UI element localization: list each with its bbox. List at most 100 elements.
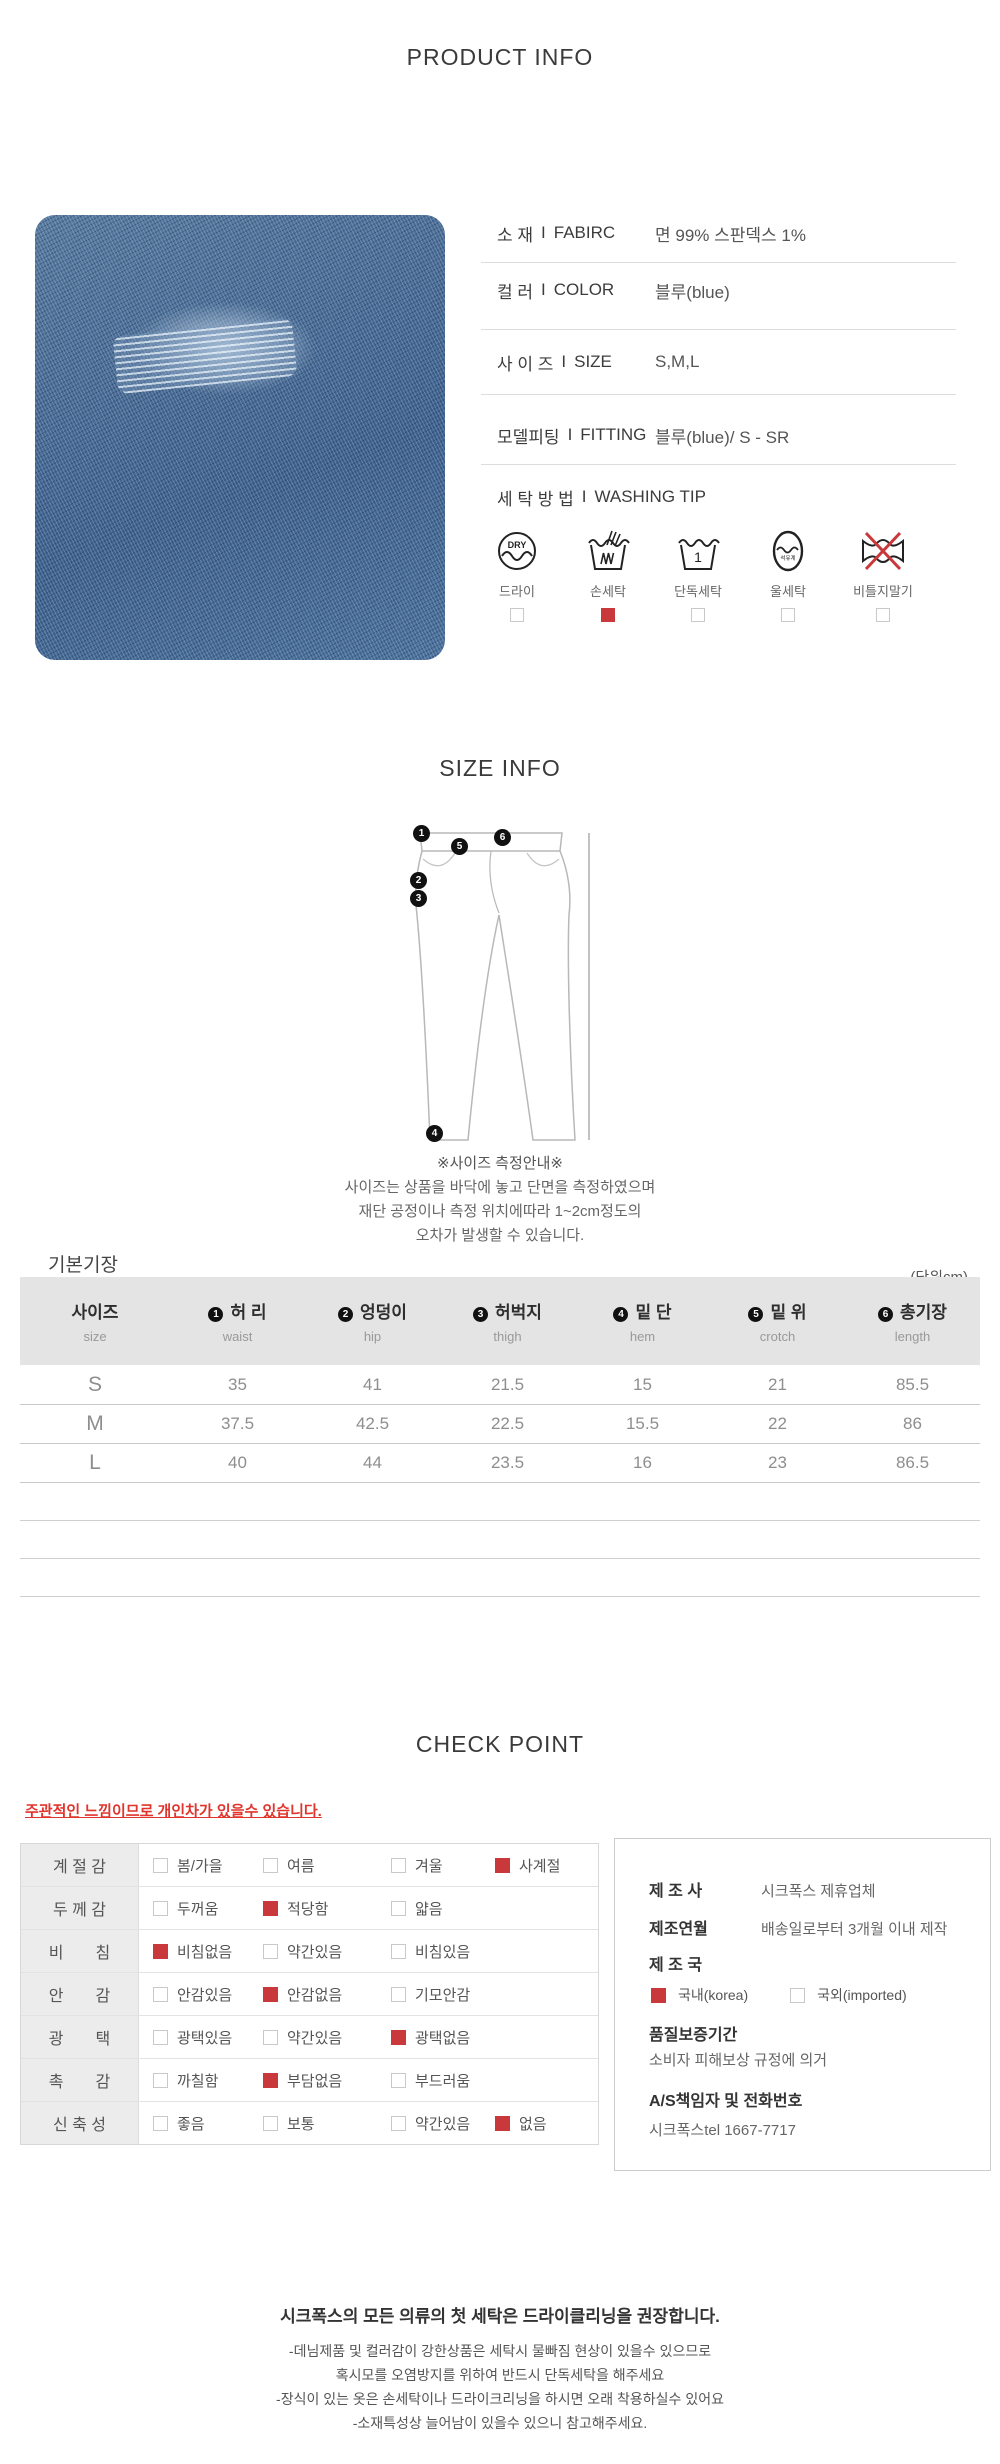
checkbox[interactable] [495, 2115, 510, 2131]
color-value: 블루(blue) [655, 282, 730, 302]
check-option-label: 사계절 [519, 1857, 561, 1875]
check-option: 보통 [263, 2102, 315, 2144]
checkbox[interactable] [510, 608, 524, 622]
washing-tip-label-ko: 세 탁 방 법 [497, 489, 574, 509]
check-row-label: 촉 감 [21, 2059, 139, 2101]
checkbox[interactable] [790, 1987, 806, 2003]
country-options: 국내(korea) 국외(imported) [651, 1985, 907, 2005]
checkbox[interactable] [263, 2029, 278, 2045]
check-option-label: 광택없음 [415, 2029, 471, 2047]
checkbox[interactable] [876, 608, 890, 622]
diagram-marker-thigh: 3 [410, 890, 427, 907]
checkbox[interactable] [263, 1857, 278, 1873]
measurement-note-line: 재단 공정이나 측정 위치에따라 1~2cm정도의 [358, 1203, 642, 1220]
checkbox[interactable] [153, 2115, 168, 2131]
check-row-label: 두 께 감 [21, 1887, 139, 1929]
checkbox[interactable] [391, 1986, 406, 2002]
checkbox[interactable] [153, 2029, 168, 2045]
svg-text:석유계: 석유계 [780, 554, 795, 562]
cell-hip: 41 [363, 1374, 382, 1394]
cell-waist: 35 [228, 1374, 247, 1394]
check-point-title: CHECK POINT [415, 1731, 585, 1757]
checkbox[interactable] [263, 2072, 278, 2088]
checkbox[interactable] [391, 2115, 406, 2131]
checkbox[interactable] [153, 1900, 168, 1916]
row-size-label: M [86, 1411, 104, 1435]
check-option-label: 두꺼움 [177, 1900, 219, 1918]
label-divider: I [561, 352, 567, 371]
checkbox[interactable] [263, 1943, 278, 1959]
row-divider [481, 262, 956, 263]
hand-wash-icon [588, 530, 630, 570]
check-option-label: 약간있음 [287, 1943, 343, 1961]
cell-waist: 40 [228, 1452, 247, 1472]
measurement-note: ※사이즈 측정안내※ 사이즈는 상품을 바닥에 놓고 단면을 측정하였으며 재단… [0, 1152, 1000, 1248]
size-label: 사 이 즈 I SIZE [497, 350, 655, 375]
checkbox[interactable] [153, 2072, 168, 2088]
country-row: 제 조 국 [649, 1951, 761, 1975]
label-divider: I [581, 487, 587, 506]
checkbox[interactable] [495, 1857, 510, 1873]
size-label-en: SIZE [574, 352, 612, 371]
check-option: 안감있음 [153, 1973, 232, 2015]
checkbox[interactable] [391, 2072, 406, 2088]
table-row-l: L 40 44 23.5 16 23 86.5 [20, 1443, 980, 1483]
checkbox[interactable] [651, 1987, 666, 2003]
checkbox[interactable] [691, 608, 705, 622]
empty-table-row [20, 1558, 980, 1597]
as-contact-value: 시크폭스tel 1667-7717 [649, 2122, 796, 2139]
pants-diagram [414, 832, 590, 1141]
measurement-note-line: 오차가 발생할 수 있습니다. [415, 1227, 585, 1244]
diagram-marker-crotch: 5 [451, 838, 468, 855]
empty-table-row [20, 1482, 980, 1521]
manufacturer-label: 제 조 사 [649, 1883, 703, 1900]
checkbox[interactable] [263, 1986, 278, 2002]
column-header-thigh: 3 허벅지 thigh [440, 1298, 575, 1344]
checkbox[interactable] [263, 1900, 278, 1916]
check-option-label: 적당함 [287, 1900, 329, 1918]
checkbox[interactable] [391, 2029, 406, 2045]
cell-length: 86 [903, 1413, 922, 1433]
checkbox[interactable] [391, 1857, 406, 1873]
check-row-lining: 안 감 안감있음 안감없음 기모안감 [21, 1973, 598, 2016]
checkbox[interactable] [781, 608, 795, 622]
checkbox[interactable] [391, 1943, 406, 1959]
check-row-label: 계 절 감 [21, 1844, 139, 1886]
cell-crotch: 22 [768, 1413, 787, 1433]
country-imported-label: 국외(imported) [817, 1987, 907, 2003]
checkbox[interactable] [153, 1857, 168, 1873]
check-row-texture: 촉 감 까칠함 부담없음 부드러움 [21, 2059, 598, 2102]
fabric-label: 소 재 I FABIRC [497, 221, 655, 246]
table-row-s: S 35 41 21.5 15 21 85.5 [20, 1365, 980, 1405]
cell-waist: 37.5 [220, 1413, 255, 1433]
check-option-label: 좋음 [177, 2115, 205, 2133]
product-info-title: PRODUCT INFO [406, 44, 594, 70]
diagram-marker-length: 6 [494, 829, 511, 846]
country-label: 제 조 국 [649, 1957, 703, 1974]
cell-hip: 42.5 [355, 1413, 390, 1433]
wash-label: 손세탁 [590, 584, 626, 599]
as-contact-label: A/S책임자 및 전화번호 [649, 2093, 803, 2110]
manufacturer-info-panel: 제 조 사 시크폭스 제휴업체 제조연월 배송일로부터 3개월 이내 제작 제 … [614, 1838, 991, 2171]
no-wring-icon [862, 531, 904, 571]
cell-crotch: 21 [768, 1374, 787, 1394]
warranty-label: 품질보증기간 [649, 2027, 738, 2044]
wash-item-wash-alone: 1 단독세탁 [653, 528, 743, 622]
fabric-value: 면 99% 스판덱스 1% [655, 225, 806, 245]
checkbox[interactable] [153, 1943, 168, 1959]
checkbox[interactable] [601, 608, 615, 622]
checkbox[interactable] [153, 1986, 168, 2002]
check-option: 적당함 [263, 1887, 328, 1929]
number-badge: 6 [878, 1307, 894, 1322]
checkbox[interactable] [263, 2115, 278, 2131]
svg-text:1: 1 [694, 549, 702, 565]
checkbox[interactable] [391, 1900, 406, 1916]
fitting-value: 블루(blue)/ S - SR [655, 427, 790, 447]
check-option-label: 까칠함 [177, 2072, 219, 2090]
check-option: 약간있음 [391, 2102, 470, 2144]
color-label: 컬 러 I COLOR [497, 278, 655, 303]
label-divider: I [541, 223, 546, 242]
